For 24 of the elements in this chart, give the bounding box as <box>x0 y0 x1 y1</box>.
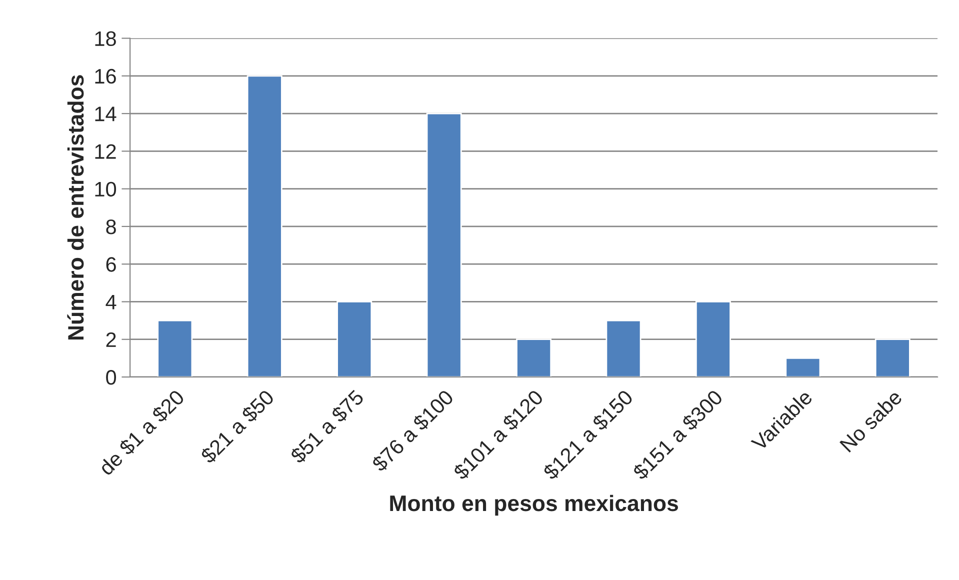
y-tick-label: 0 <box>106 370 116 385</box>
y-tick-label: 12 <box>95 144 116 159</box>
bar <box>695 301 731 377</box>
bar <box>874 338 910 377</box>
bar <box>157 320 193 377</box>
bar <box>246 75 282 377</box>
x-tick-label: $51 a $75 <box>288 388 366 466</box>
bar <box>606 320 642 377</box>
x-tick-label: de $1 a $20 <box>97 388 186 478</box>
y-tick-label: 4 <box>106 294 116 310</box>
y-axis-title: Número de entrevistados <box>67 75 84 340</box>
x-tick-label: $21 a $50 <box>199 388 276 466</box>
bar <box>785 357 821 377</box>
y-tick-label: 6 <box>106 257 116 272</box>
bar <box>426 112 462 377</box>
y-tick-label: 2 <box>106 332 116 347</box>
y-tick-label: 16 <box>95 68 116 84</box>
bar <box>516 338 552 377</box>
y-tick-label: 14 <box>95 106 116 122</box>
y-tick-label: 10 <box>95 182 116 197</box>
y-tick-label: 18 <box>95 31 116 46</box>
bar <box>336 301 372 377</box>
y-tick-label: 8 <box>106 219 116 234</box>
x-axis-title: Monto en pesos mexicanos <box>390 494 678 516</box>
